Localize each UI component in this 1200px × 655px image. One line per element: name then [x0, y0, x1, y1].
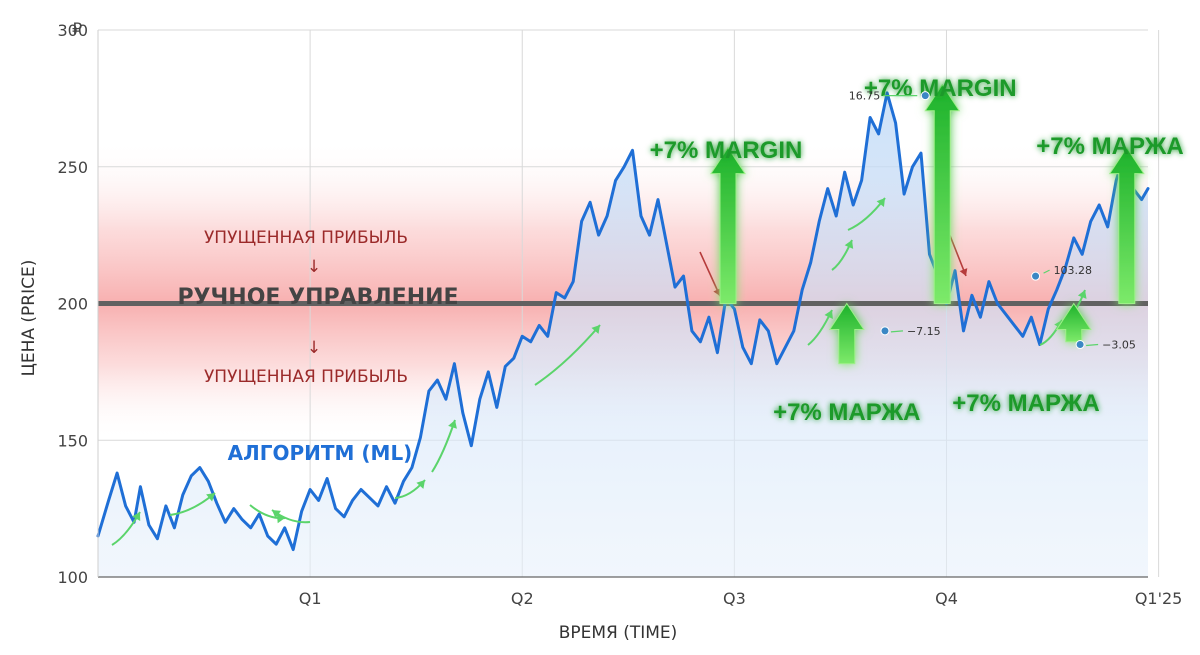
trend-arrow-head	[276, 514, 285, 524]
margin-arrow	[1108, 146, 1145, 304]
margin-arrow	[1055, 302, 1092, 343]
series-line-algorithm	[96, 91, 1150, 552]
margin-label: +7% МАРЖА	[773, 399, 920, 426]
decline-arrow-head	[713, 288, 721, 296]
margin-label: +7% МАРЖА	[952, 390, 1099, 417]
y-tick-label: 250	[57, 158, 88, 177]
decline-arrow	[699, 251, 721, 297]
axes: 100 150 200 250 300 Q1 Q2 Q3 Q4 Q1'25	[57, 21, 1182, 608]
margin-arrow	[828, 302, 865, 365]
series-layer	[96, 91, 1150, 552]
manual-control-label: РУЧНОЕ УПРАВЛЕНИЕ	[177, 285, 458, 310]
point-connector	[1086, 343, 1099, 347]
trend-arrow-head	[206, 493, 215, 502]
point-marker	[880, 326, 890, 336]
y-tick-label: 300	[57, 21, 88, 40]
decline-arrow-head	[959, 268, 968, 276]
x-axis-title: ВРЕМЯ (TIME)	[559, 623, 678, 643]
series-area	[98, 92, 1148, 578]
lost-profit-label-top: УПУЩЕННАЯ ПРИБЫЛЬ	[204, 228, 408, 248]
point-connector	[890, 330, 904, 333]
point-connector	[1043, 269, 1050, 274]
point-value-label: 16.75	[849, 90, 881, 103]
trend-arrow-head	[876, 198, 885, 207]
point-marker	[920, 91, 930, 101]
margin-label: +7% МАРЖА	[1036, 133, 1183, 160]
y-axis-title: ЦЕНА (PRICE)	[19, 260, 39, 377]
margin-arrow	[924, 83, 961, 304]
trend-arrow-head	[416, 480, 425, 489]
x-tick-label: Q4	[935, 589, 958, 608]
x-tick-label: Q3	[723, 589, 746, 608]
margin-arrow	[710, 146, 746, 304]
point-value-label: −7.15	[907, 325, 941, 338]
margin-label: +7% MARGIN	[650, 137, 803, 164]
trend-arrow	[534, 324, 601, 386]
lost-profit-arrow-top: ↓	[307, 257, 321, 277]
trend-arrow-head	[272, 510, 281, 519]
lost-profit-arrow-bottom: ↓	[307, 338, 321, 358]
point-marker	[1031, 271, 1041, 281]
currency-symbol: ₽	[72, 19, 82, 38]
series-area-fill	[98, 92, 1148, 578]
trend-arrow-head	[1077, 290, 1087, 299]
trend-arrow-head	[824, 310, 833, 319]
series-label-algorithm: АЛГОРИТМ (ML)	[228, 441, 413, 465]
y-tick-label: 100	[57, 568, 88, 587]
margin-label: +7% MARGIN	[864, 75, 1017, 102]
trend-arrow-head	[844, 240, 854, 249]
trend-arrow-head	[448, 420, 457, 429]
x-tick-label: Q1'25	[1135, 589, 1183, 608]
trend-arrow-head	[591, 325, 600, 334]
y-tick-label: 200	[57, 295, 88, 314]
annotations-layer: +7% MARGIN +7% MARGIN +7% МАРЖА +7% МАРЖА +7…	[111, 75, 1184, 546]
x-tick-label: Q2	[511, 589, 534, 608]
trend-arrow-head	[132, 512, 141, 521]
point-value-label: −3.05	[1102, 339, 1136, 352]
point-marker	[1075, 340, 1085, 350]
lost-profit-label-bottom: УПУЩЕННАЯ ПРИБЫЛЬ	[204, 367, 408, 387]
y-tick-label: 150	[57, 431, 88, 450]
point-value-label: 103.28	[1054, 264, 1093, 277]
x-tick-label: Q1	[299, 589, 322, 608]
